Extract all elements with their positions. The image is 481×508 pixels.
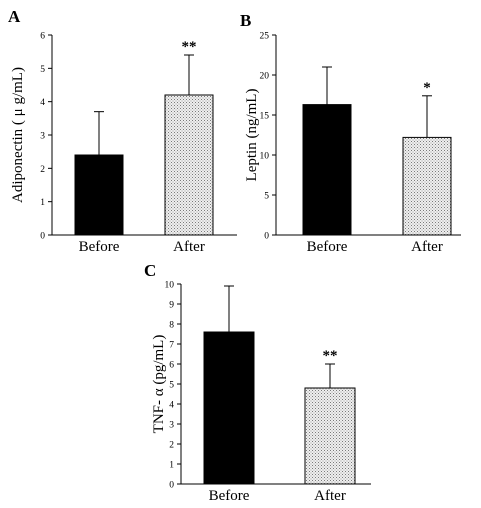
bar-after	[402, 136, 452, 236]
category-label: Before	[209, 488, 250, 504]
y-tick-label: 7	[169, 341, 174, 351]
bar-after	[164, 94, 214, 236]
category-label: Before	[307, 239, 348, 255]
y-tick-label: 10	[260, 152, 270, 162]
y-tick-label: 3	[40, 132, 45, 142]
y-tick-label: 1	[40, 198, 45, 208]
panel-letter: B	[240, 11, 251, 30]
bar-before	[74, 154, 124, 236]
y-tick-label: 1	[169, 461, 174, 471]
panel-c: C 0 1 2 3 4 5 6 7 8 9 10 TNF- α (pg/mL) Before ** After	[144, 261, 371, 504]
category-label: Before	[79, 239, 120, 255]
y-axis-title: Leptin (ng/mL)	[244, 89, 260, 182]
y-tick-label: 5	[40, 65, 45, 75]
category-label: After	[173, 239, 205, 255]
panel-letter: C	[144, 261, 156, 280]
y-tick-label: 0	[40, 232, 45, 242]
y-tick-label: 15	[260, 112, 270, 122]
panel-a: A 0 1 2 3 4 5 6 Adiponectin ( μ g/mL) Before ** Aft…	[8, 7, 237, 255]
y-tick-label: 3	[169, 421, 174, 431]
y-tick-label: 20	[260, 72, 270, 82]
category-label: After	[314, 488, 346, 504]
y-axis-title: TNF- α (pg/mL)	[151, 335, 167, 434]
significance-label: *	[423, 80, 431, 96]
y-tick-label: 6	[40, 32, 45, 42]
y-tick-label: 0	[264, 232, 269, 242]
y-tick-label: 0	[169, 481, 174, 491]
y-tick-label: 6	[169, 361, 174, 371]
significance-label: **	[323, 348, 338, 364]
bar-before	[302, 104, 352, 236]
y-tick-label: 9	[169, 301, 174, 311]
y-tick-label: 4	[169, 401, 174, 411]
y-tick-label: 10	[165, 281, 175, 291]
y-tick-label: 8	[169, 321, 174, 331]
panel-letter: A	[8, 7, 21, 26]
category-label: After	[411, 239, 443, 255]
y-tick-label: 5	[264, 192, 269, 202]
y-tick-label: 2	[40, 165, 45, 175]
significance-label: **	[182, 39, 197, 55]
y-tick-label: 4	[40, 98, 45, 108]
y-axis-title: Adiponectin ( μ g/mL)	[10, 67, 26, 203]
y-tick-label: 2	[169, 441, 174, 451]
y-tick-label: 25	[260, 32, 270, 42]
bar-after	[304, 387, 356, 485]
bar-before	[203, 331, 255, 485]
panel-b: B 0 5 10 15 20 25 Leptin (ng/mL) Before * After	[240, 11, 461, 255]
y-tick-label: 5	[169, 381, 174, 391]
